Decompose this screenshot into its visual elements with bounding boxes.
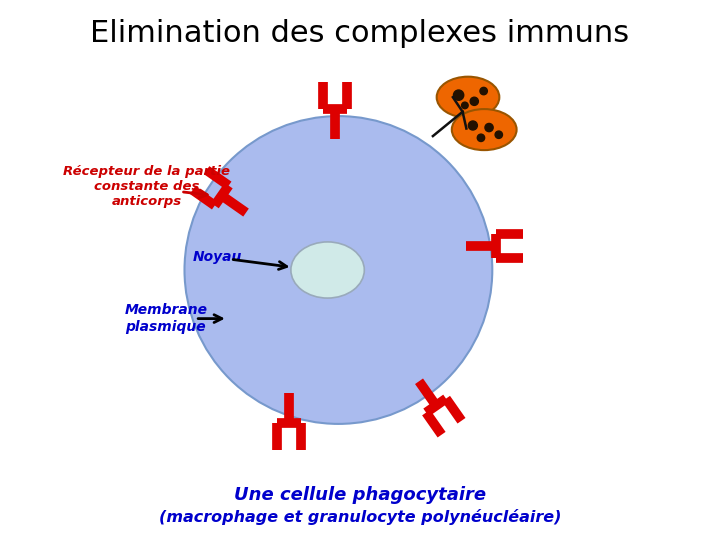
Circle shape xyxy=(480,87,487,94)
Circle shape xyxy=(470,97,478,105)
Circle shape xyxy=(462,102,468,109)
Ellipse shape xyxy=(452,109,517,150)
Text: Noyau: Noyau xyxy=(193,249,242,264)
Text: Récepteur de la partie
constante des
anticorps: Récepteur de la partie constante des ant… xyxy=(63,165,230,208)
Text: Elimination des complexes immuns: Elimination des complexes immuns xyxy=(91,19,629,48)
Ellipse shape xyxy=(436,77,500,118)
Circle shape xyxy=(477,134,485,141)
Circle shape xyxy=(485,124,493,132)
Circle shape xyxy=(495,131,503,138)
Text: (macrophage et granulocyte polynéucléaire): (macrophage et granulocyte polynéucléair… xyxy=(158,509,562,525)
Ellipse shape xyxy=(291,242,364,298)
Text: Une cellule phagocytaire: Une cellule phagocytaire xyxy=(234,486,486,504)
Circle shape xyxy=(184,116,492,424)
Circle shape xyxy=(454,90,464,100)
Text: Membrane
plasmique: Membrane plasmique xyxy=(125,303,208,334)
Circle shape xyxy=(468,121,477,130)
